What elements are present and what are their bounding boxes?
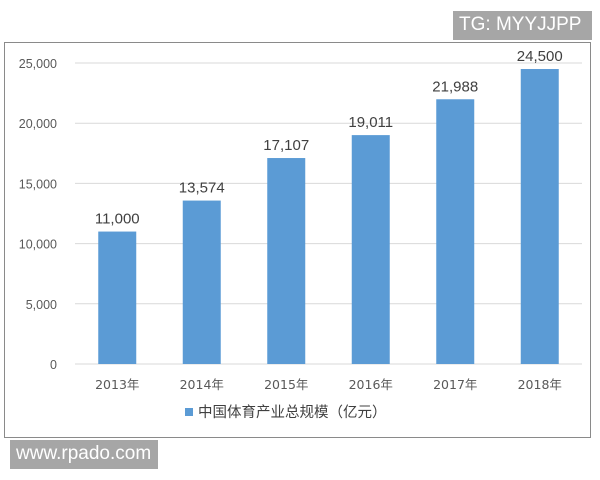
y-tick-label: 5,000 xyxy=(26,298,57,312)
y-tick-label: 0 xyxy=(50,358,57,372)
x-tick-label: 2014年 xyxy=(180,377,224,392)
legend-swatch xyxy=(185,408,193,416)
bar xyxy=(351,135,390,364)
bar xyxy=(182,200,221,364)
data-label: 13,574 xyxy=(179,180,225,197)
data-label: 17,107 xyxy=(263,137,309,154)
y-tick-label: 10,000 xyxy=(19,238,57,252)
x-tick-label: 2018年 xyxy=(518,377,562,392)
x-tick-label: 2015年 xyxy=(264,377,308,392)
x-tick-label: 2016年 xyxy=(349,377,393,392)
bar xyxy=(98,231,137,364)
y-tick-label: 25,000 xyxy=(19,57,57,71)
x-tick-label: 2013年 xyxy=(95,377,139,392)
data-label: 19,011 xyxy=(348,114,393,131)
bar xyxy=(267,158,306,364)
data-label: 21,988 xyxy=(432,78,478,95)
x-tick-label: 2017年 xyxy=(433,377,477,392)
y-tick-label: 20,000 xyxy=(19,117,57,131)
bar xyxy=(436,99,475,365)
data-label: 11,000 xyxy=(95,211,140,228)
data-label: 24,500 xyxy=(517,48,563,65)
y-tick-label: 15,000 xyxy=(19,177,57,191)
legend-label: 中国体育产业总规模（亿元） xyxy=(198,404,387,421)
watermark-top: TG: MYYJJPP xyxy=(453,11,592,40)
watermark-bottom: www.rpado.com xyxy=(10,440,158,469)
bar xyxy=(520,69,559,365)
